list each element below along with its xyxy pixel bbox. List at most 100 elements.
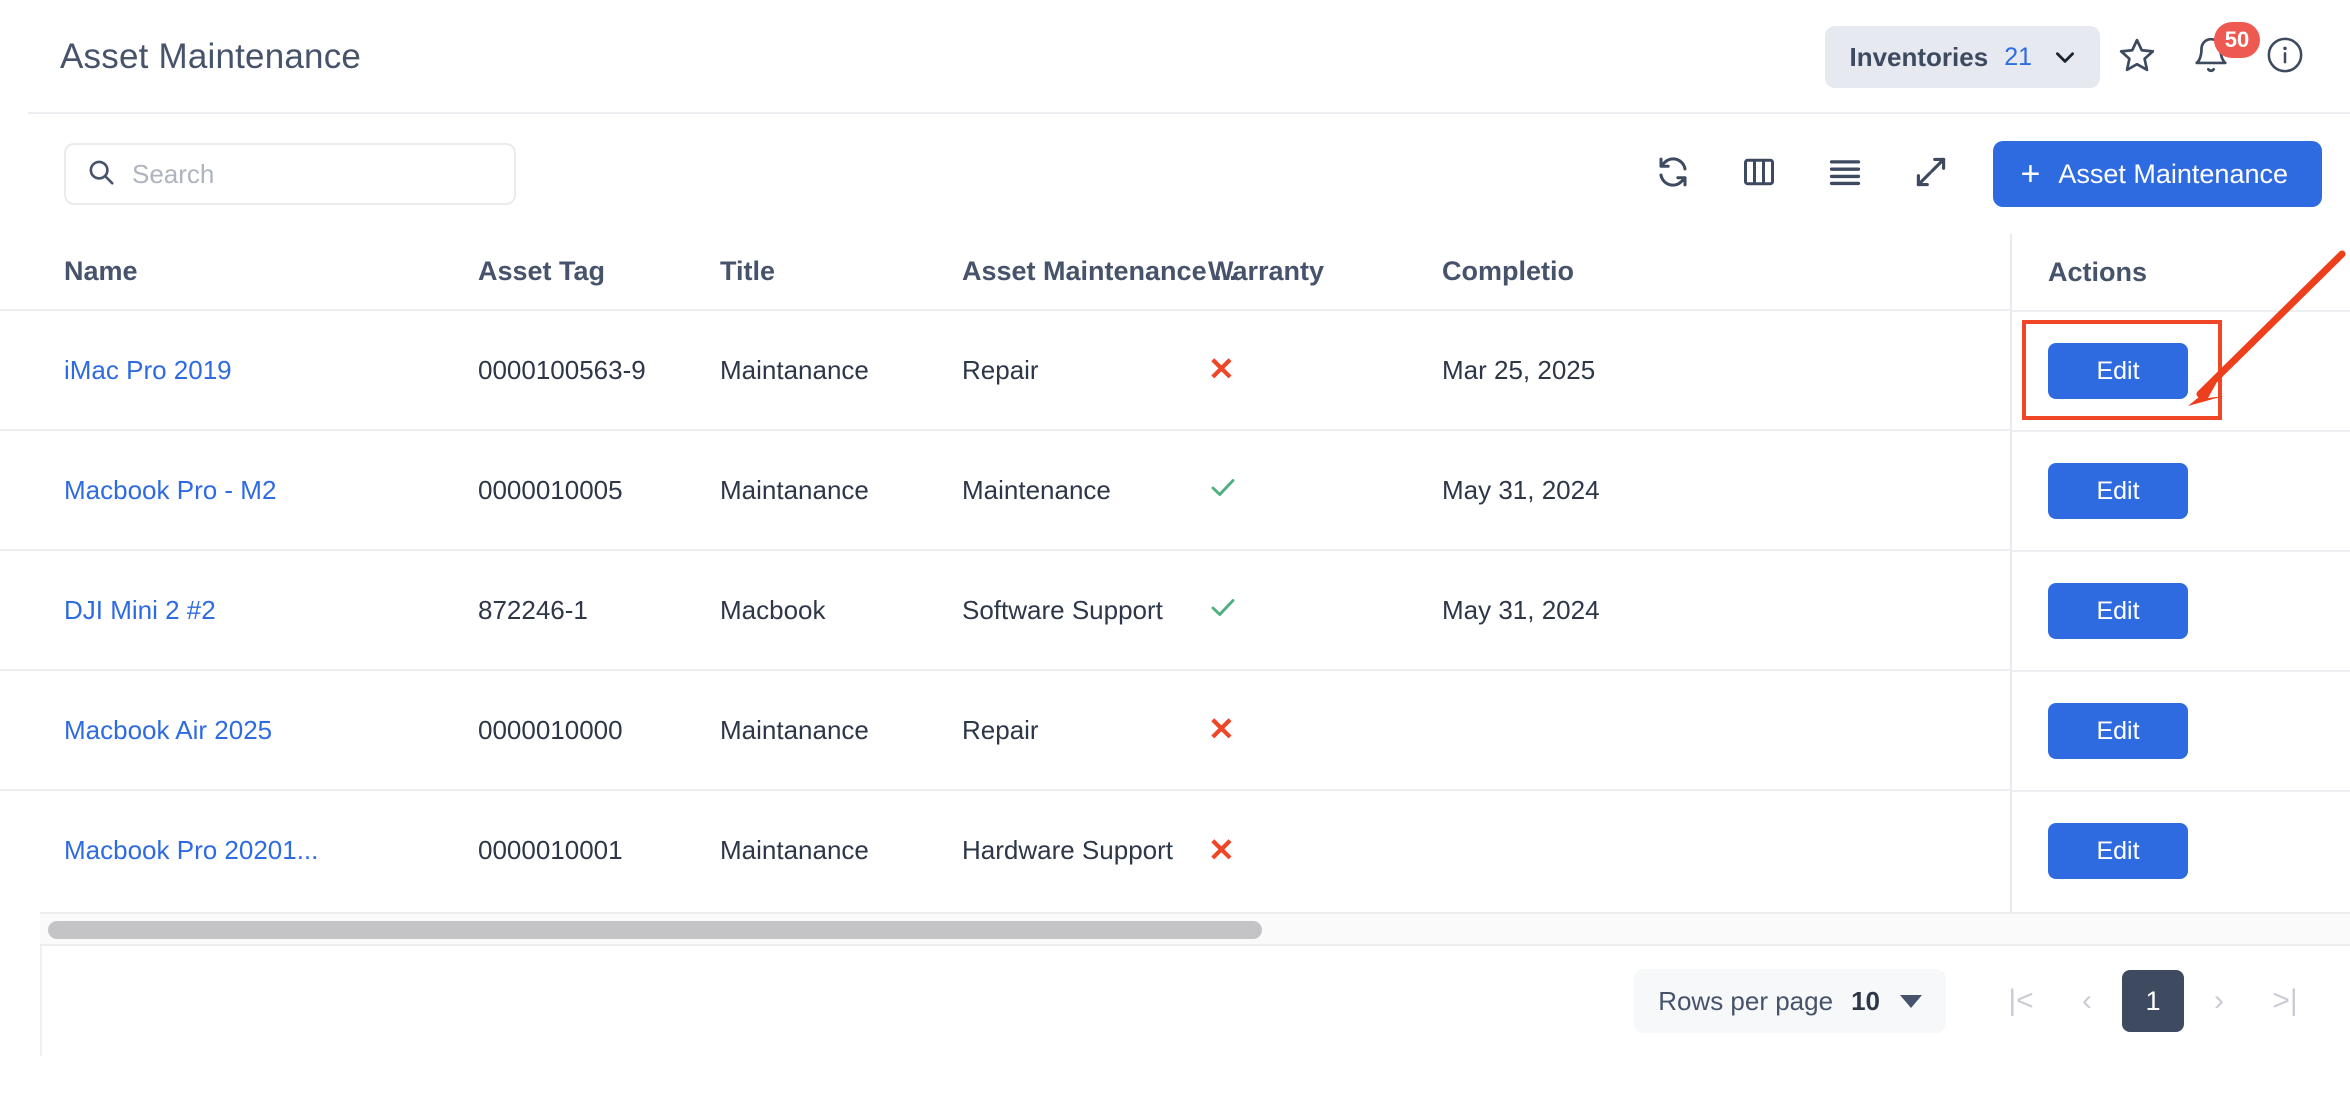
cell-completion-date: May 31, 2024 [1442,549,2020,670]
horizontal-scrollbar-track[interactable] [40,912,2350,946]
edit-button[interactable]: Edit [2048,463,2188,519]
row-menu-button[interactable] [2207,831,2219,878]
cell-maintenance-type: Repair [962,309,1208,430]
asset-name-link[interactable]: DJI Mini 2 #2 [64,594,216,625]
columns-button[interactable] [1721,138,1797,210]
pagination: |< ‹ 1 › >| [1990,970,2316,1032]
page-number-button[interactable]: 1 [2122,970,2184,1032]
cell-warranty [1208,429,1442,550]
cell-completion-date: May 31, 2024 [1442,429,2020,550]
bell-icon [2192,36,2230,79]
cell-warranty [1208,549,1442,670]
row-menu-button[interactable] [2207,711,2219,758]
cell-title: Maintanance [720,429,962,550]
first-page-button[interactable]: |< [1990,970,2052,1032]
row-menu-button[interactable] [2207,591,2219,638]
star-icon [2118,36,2156,79]
cross-icon: ✕ [1208,351,1235,387]
data-table-container: Name Asset Tag Title Asset Maintenance .… [0,234,2350,912]
header-actions: Inventories 21 50 [1825,20,2322,94]
edit-button[interactable]: Edit [2048,823,2188,879]
page-title: Asset Maintenance [60,37,362,76]
rows-per-page-selector[interactable]: Rows per page 10 [1634,969,1946,1033]
cross-icon: ✕ [1208,711,1235,747]
column-header-completion-date[interactable]: Completio [1442,234,2020,310]
toolbar-right-actions: + Asset Maintenance [1635,138,2322,210]
table-toolbar: + Asset Maintenance [0,114,2350,234]
columns-icon [1741,154,1777,195]
edit-button[interactable]: Edit [2048,343,2188,399]
chevron-down-icon [2048,44,2078,70]
actions-cell: Edit [2012,670,2350,790]
asset-name-link[interactable]: iMac Pro 2019 [64,354,232,385]
cell-warranty: ✕ [1208,309,1442,430]
column-header-title[interactable]: Title [720,234,962,310]
table-row[interactable]: Macbook Pro - M2 0000010005 Maintanance … [0,429,2350,550]
list-view-button[interactable] [1807,138,1883,210]
add-asset-maintenance-button[interactable]: + Asset Maintenance [1992,141,2322,207]
favorite-star-button[interactable] [2100,20,2174,94]
cross-icon: ✕ [1208,831,1235,868]
cell-warranty: ✕ [1208,669,1442,790]
cell-title: Maintanance [720,669,962,790]
column-header-name[interactable]: Name [0,234,478,310]
table-body: iMac Pro 2019 0000100563-9 Maintanance R… [0,309,2350,910]
cell-warranty: ✕ [1208,789,1442,910]
cell-maintenance-type: Maintenance [962,429,1208,550]
asset-maintenance-table: Name Asset Tag Title Asset Maintenance .… [0,234,2350,910]
last-page-button[interactable]: >| [2254,970,2316,1032]
table-footer: Rows per page 10 |< ‹ 1 › >| [40,946,2350,1056]
cell-completion-date [1442,669,2020,790]
search-icon [86,157,116,192]
refresh-icon [1655,154,1691,195]
search-box[interactable] [64,143,516,205]
check-icon [1208,592,1238,629]
rows-per-page-label: Rows per page [1658,985,1834,1016]
cell-asset-tag: 0000010000 [478,669,720,790]
cell-completion-date: Mar 25, 2025 [1442,309,2020,430]
asset-name-link[interactable]: Macbook Pro 20201... [64,835,319,865]
column-header-asset-tag[interactable]: Asset Tag [478,234,720,310]
table-row[interactable]: DJI Mini 2 #2 872246-1 Macbook Software … [0,549,2350,670]
expand-button[interactable] [1893,138,1969,210]
table-header-row: Name Asset Tag Title Asset Maintenance .… [0,234,2350,310]
refresh-button[interactable] [1635,138,1711,210]
inventories-label: Inventories [1849,41,1989,72]
table-row[interactable]: Macbook Pro 20201... 0000010001 Maintana… [0,789,2350,910]
notification-count-badge: 50 [2214,22,2260,58]
info-button[interactable] [2248,20,2322,94]
edit-button[interactable]: Edit [2048,583,2188,639]
table-row[interactable]: iMac Pro 2019 0000100563-9 Maintanance R… [0,309,2350,430]
asset-name-link[interactable]: Macbook Pro - M2 [64,474,277,505]
table-head: Name Asset Tag Title Asset Maintenance .… [0,234,2350,310]
prev-page-button[interactable]: ‹ [2056,970,2118,1032]
asset-name-link[interactable]: Macbook Air 2025 [64,714,273,745]
list-icon [1826,153,1864,196]
caret-down-icon [1900,994,1922,1008]
cell-asset-tag: 0000010001 [478,789,720,910]
cell-title: Macbook [720,549,962,670]
check-icon [1208,472,1238,509]
column-header-maintenance-type[interactable]: Asset Maintenance ... [962,234,1237,310]
inventories-selector[interactable]: Inventories 21 [1825,26,2100,88]
info-icon [2266,36,2304,79]
next-page-button[interactable]: › [2188,970,2250,1032]
cell-maintenance-type: Software Support [962,549,1208,670]
column-header-warranty[interactable]: Warranty [1208,234,1442,310]
cell-completion-date [1442,789,2020,910]
add-button-label: Asset Maintenance [2058,158,2288,189]
cell-maintenance-type: Hardware Support [962,789,1208,910]
cell-title: Maintanance [720,789,962,910]
inventories-count: 21 [2004,42,2032,71]
column-header-actions-spacer [2020,234,2350,310]
actions-cell: Edit [2012,550,2350,670]
notifications-button[interactable]: 50 [2174,20,2260,94]
horizontal-scrollbar-thumb[interactable] [48,921,1262,939]
cell-maintenance-type: Repair [962,669,1208,790]
table-row[interactable]: Macbook Air 2025 0000010000 Maintanance … [0,669,2350,790]
edit-button[interactable]: Edit [2048,703,2188,759]
cell-asset-tag: 872246-1 [478,549,720,670]
cell-title: Maintanance [720,309,962,430]
cell-asset-tag: 0000100563-9 [478,309,720,430]
search-input[interactable] [132,158,494,190]
